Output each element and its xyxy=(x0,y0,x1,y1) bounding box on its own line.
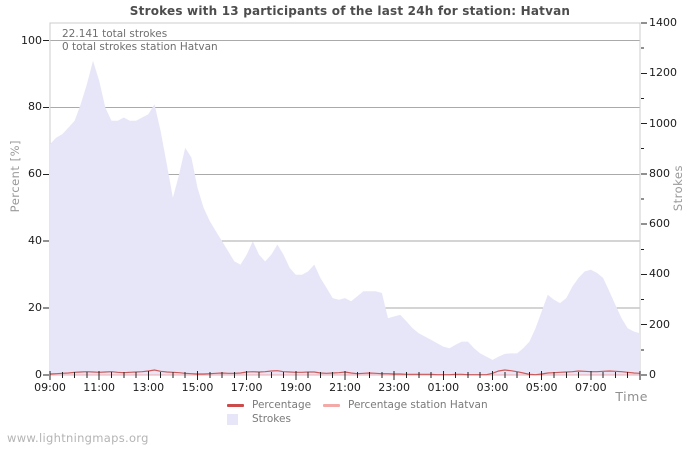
percentage-line-swatch xyxy=(227,404,244,407)
chart-title: Strokes with 13 participants of the last… xyxy=(129,4,571,18)
watermark-text: www.lightningmaps.org xyxy=(7,431,149,445)
tick-label: 800 xyxy=(649,166,670,180)
annotation-total-strokes: 22.141 total strokes xyxy=(62,28,168,40)
tick-label: 19:00 xyxy=(279,381,312,394)
legend-label-strokes: Strokes xyxy=(252,413,291,425)
annotation-station-total-strokes: 0 total strokes station Hatvan xyxy=(62,41,218,53)
tick-label: 1400 xyxy=(649,16,677,29)
tick-label: 0 xyxy=(649,368,656,381)
tick-label: 17:00 xyxy=(230,381,263,394)
tick-label: 23:00 xyxy=(378,381,410,394)
tick-label: 05:00 xyxy=(525,381,558,394)
tick-label: 11:00 xyxy=(83,381,115,394)
tick-label: 07:00 xyxy=(574,381,607,394)
legend-label-percentage: Percentage xyxy=(252,399,312,411)
tick-label: 01:00 xyxy=(427,381,460,394)
tick-label: 40 xyxy=(28,234,42,248)
tick-label: 200 xyxy=(649,317,670,331)
tick-label: 09:00 xyxy=(34,381,66,394)
strokes-area-swatch xyxy=(227,414,238,425)
tick-label: 1000 xyxy=(649,116,677,130)
tick-label: 80 xyxy=(28,100,42,114)
x-axis-title: Time xyxy=(615,389,648,404)
tick-label: 20 xyxy=(28,301,42,315)
right-axis-title: Strokes xyxy=(671,165,685,212)
tick-label: 21:00 xyxy=(329,381,361,394)
tick-label: 400 xyxy=(649,267,670,281)
tick-label: 600 xyxy=(649,217,670,231)
tick-label: 03:00 xyxy=(476,381,509,394)
tick-label: 60 xyxy=(28,167,42,181)
tick-label: 1200 xyxy=(649,66,677,80)
percentage-station-line-swatch xyxy=(323,404,340,407)
tick-label: 15:00 xyxy=(181,381,214,394)
tick-label: 13:00 xyxy=(132,381,165,394)
tick-label: 0 xyxy=(35,368,42,381)
tick-label: 100 xyxy=(21,33,42,47)
legend-label-percentage-station: Percentage station Hatvan xyxy=(348,399,488,411)
